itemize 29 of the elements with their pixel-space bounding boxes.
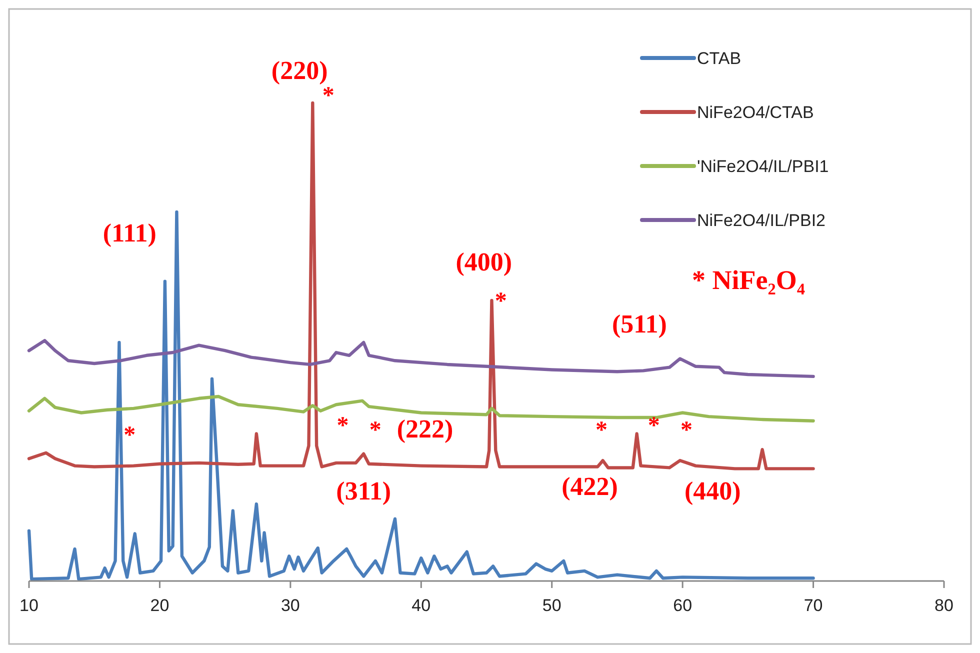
annotation: *	[336, 412, 349, 439]
legend-label: NiFe2O4/CTAB	[697, 103, 814, 122]
x-tick-label: 50	[542, 596, 562, 615]
text: (220)	[271, 56, 328, 86]
x-tick-label: 80	[934, 596, 954, 615]
x-tick-label: 40	[412, 596, 431, 615]
annotation: *	[369, 418, 382, 444]
annotation: * NiFe₂O₄	[692, 265, 805, 295]
x-tick-label: 10	[20, 596, 38, 615]
annotation: (311)	[336, 476, 392, 506]
annotation: *	[648, 412, 660, 439]
legend-label: NiFe2O4/IL/PBI2	[697, 211, 826, 230]
x-tick-label: 60	[673, 596, 692, 615]
annotation: (222)	[396, 414, 454, 444]
x-tick-label: 20	[150, 596, 170, 615]
annotation: *	[322, 83, 334, 109]
annotation: (422)	[562, 472, 618, 501]
annotation: *	[124, 422, 136, 448]
legend-label: CTAB	[697, 49, 742, 68]
annotation: *	[494, 288, 507, 315]
annotation: (400)	[456, 247, 512, 276]
annotation: *	[680, 418, 692, 444]
annotation: (511)	[612, 309, 667, 338]
annotation: (111)	[102, 218, 156, 248]
x-tick-label: 70	[804, 596, 823, 615]
annotation: (440)	[684, 476, 741, 506]
legend-label: 'NiFe2O4/IL/PBI1	[697, 157, 829, 176]
x-tick-label: 30	[280, 596, 300, 615]
annotation: *	[596, 418, 608, 444]
